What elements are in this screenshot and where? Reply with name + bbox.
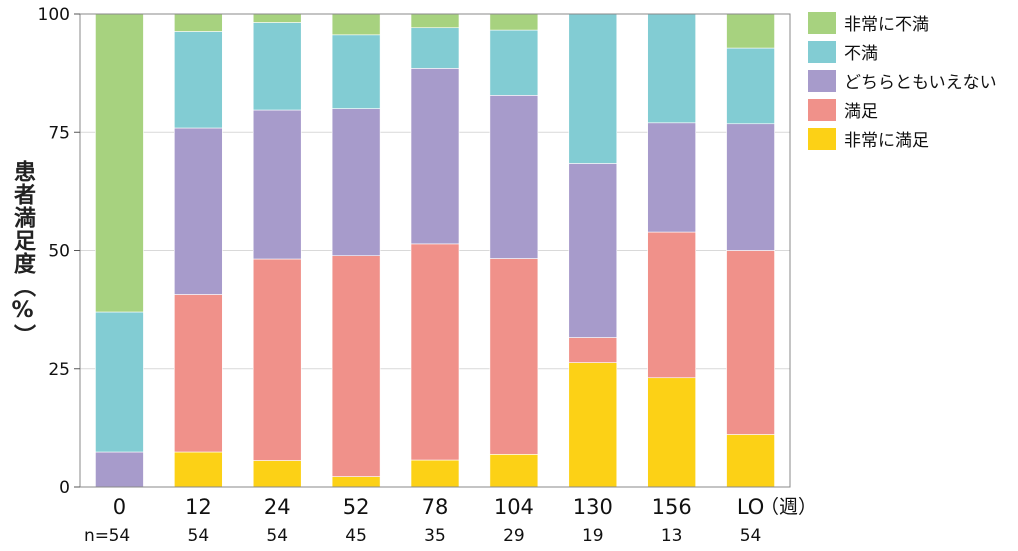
- bar-segment: [331, 13, 381, 36]
- x-tick-label: 24: [264, 495, 291, 519]
- x-tick-label: 130: [573, 495, 613, 519]
- bar-segment: [726, 250, 775, 435]
- bar-segment: [174, 451, 223, 488]
- y-tick-label: 75: [48, 123, 70, 143]
- legend-swatch: [808, 11, 836, 34]
- bar-segment: [410, 459, 460, 488]
- legend-item: 不満: [808, 37, 997, 66]
- n-value-label: 54: [109, 526, 131, 546]
- n-value-label: 13: [661, 526, 683, 546]
- bar-segment: [489, 258, 539, 455]
- bar-segment: [489, 454, 539, 488]
- n-value-label: 54: [266, 526, 288, 546]
- bar-segment: [410, 27, 460, 69]
- bar-segment: [726, 13, 775, 49]
- legend-item: どちらともいえない: [808, 66, 997, 95]
- legend-item: 非常に不満: [808, 8, 997, 37]
- legend-swatch: [808, 98, 836, 121]
- y-tick-label: 25: [48, 360, 70, 380]
- n-value-label: 45: [345, 526, 367, 546]
- y-tick-label: 0: [59, 478, 70, 498]
- x-tick-label: 0: [113, 495, 126, 519]
- legend-label: 非常に不満: [844, 15, 929, 35]
- bars: [95, 13, 775, 488]
- bar-segment: [174, 127, 223, 295]
- bar-segment: [568, 13, 618, 164]
- x-axis: 0 54 12 54 24 54 52 45 78 35 104 29 130 19 156 13 LO 54: [109, 495, 765, 546]
- bar-segment: [410, 68, 460, 245]
- x-tick-label: 52: [343, 495, 370, 519]
- legend: 非常に不満 不満 どちらともいえない 満足 非常に満足: [808, 8, 997, 153]
- bar-segment: [489, 29, 539, 96]
- x-unit-label: （週）: [760, 496, 817, 518]
- y-tick-label: 100: [38, 5, 70, 25]
- bar-segment: [95, 311, 144, 453]
- bar-segment: [647, 122, 696, 233]
- bar-segment: [252, 109, 302, 260]
- x-tick-label: 104: [494, 495, 534, 519]
- bar-segment: [95, 451, 144, 488]
- bar-segment: [252, 258, 302, 461]
- n-value-label: 54: [188, 526, 210, 546]
- bar-segment: [331, 476, 381, 488]
- legend-swatch: [808, 40, 836, 63]
- bar-segment: [647, 231, 696, 379]
- bar-segment: [174, 31, 223, 129]
- bar-segment: [410, 243, 460, 461]
- legend-item: 満足: [808, 95, 997, 124]
- x-tick-label: LO: [737, 495, 764, 519]
- legend-label: 不満: [844, 44, 878, 64]
- bar-segment: [647, 13, 696, 124]
- bar-segment: [489, 95, 539, 259]
- bar-segment: [252, 13, 302, 23]
- x-tick-label: 156: [652, 495, 692, 519]
- bar-segment: [726, 123, 775, 251]
- legend-label: どちらともいえない: [844, 73, 997, 93]
- legend-swatch: [808, 69, 836, 92]
- y-axis: 0 25 50 75 100: [38, 5, 80, 498]
- y-axis-title: 患者満足度（%）: [10, 160, 35, 347]
- bar-segment: [647, 377, 696, 488]
- bar-segment: [568, 362, 618, 488]
- n-value-label: 19: [582, 526, 604, 546]
- bar-segment: [331, 34, 381, 109]
- x-tick-label: 78: [422, 495, 449, 519]
- bar-segment: [331, 255, 381, 477]
- y-tick-label: 50: [48, 242, 70, 262]
- bar-segment: [489, 13, 539, 31]
- bar-segment: [95, 13, 144, 313]
- legend-swatch: [808, 127, 836, 150]
- n-value-label: 29: [503, 526, 525, 546]
- bar-segment: [568, 337, 618, 363]
- n-value-label: 35: [424, 526, 446, 546]
- n-label: n=: [84, 526, 109, 546]
- legend-label: 満足: [844, 102, 878, 122]
- bar-segment: [410, 13, 460, 29]
- bar-segment: [331, 108, 381, 257]
- legend-label: 非常に満足: [844, 131, 929, 151]
- bar-segment: [174, 294, 223, 453]
- bar-segment: [568, 163, 618, 338]
- bar-segment: [252, 460, 302, 488]
- bar-segment: [252, 22, 302, 111]
- bar-segment: [174, 13, 223, 32]
- bar-segment: [726, 47, 775, 125]
- legend-item: 非常に満足: [808, 124, 997, 153]
- x-tick-label: 12: [185, 495, 212, 519]
- bar-segment: [726, 434, 775, 488]
- n-value-label: 54: [740, 526, 762, 546]
